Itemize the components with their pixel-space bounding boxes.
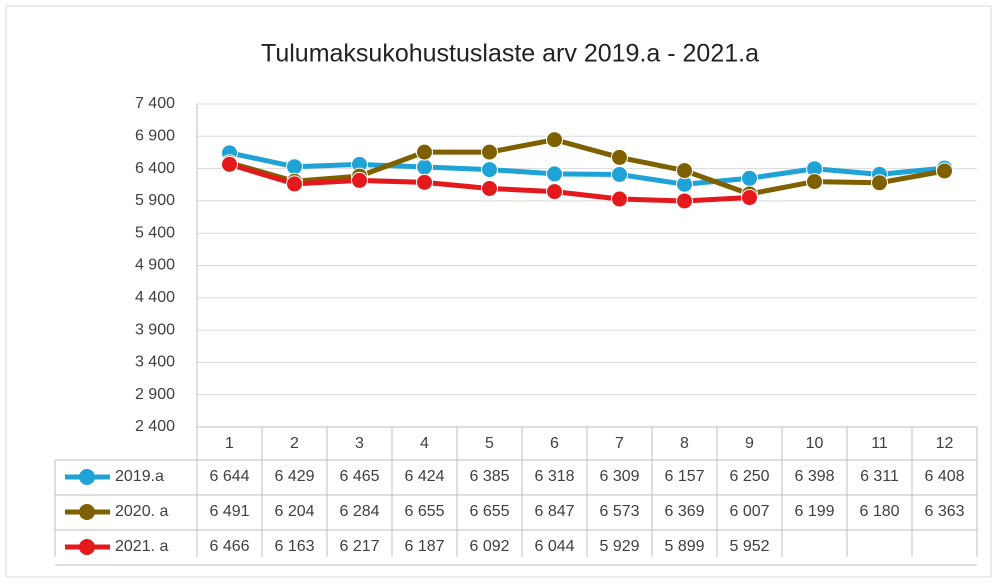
- data-point: [546, 131, 563, 149]
- data-point: [416, 158, 433, 176]
- data-point: [676, 162, 693, 180]
- data-point: [481, 179, 498, 197]
- table-value: 6 655: [404, 503, 444, 520]
- table-value: 6 187: [404, 538, 444, 555]
- table-value: 6 465: [339, 468, 379, 485]
- table-value: 6 163: [274, 538, 314, 555]
- y-tick-label: 6 900: [135, 128, 175, 145]
- data-point: [286, 175, 303, 193]
- y-tick-label: 2 900: [135, 386, 175, 403]
- x-tick-label: 3: [355, 435, 364, 452]
- y-tick-label: 4 400: [135, 289, 175, 306]
- table-value: 6 491: [209, 503, 249, 520]
- legend-label: 2019.a: [115, 468, 164, 485]
- table-value: 6 424: [404, 468, 444, 485]
- data-point: [481, 161, 498, 179]
- table-value: 5 952: [729, 538, 769, 555]
- table-value: 5 929: [599, 538, 639, 555]
- y-tick-label: 6 400: [135, 160, 175, 177]
- x-tick-label: 5: [485, 435, 494, 452]
- data-point: [416, 143, 433, 161]
- data-point: [221, 155, 238, 173]
- table-value: 6 044: [534, 538, 574, 555]
- x-tick-label: 8: [680, 435, 689, 452]
- data-point: [416, 173, 433, 191]
- table-value: 6 092: [469, 538, 509, 555]
- x-tick-label: 12: [936, 435, 954, 452]
- data-point: [546, 165, 563, 183]
- legend-label: 2021. a: [115, 538, 168, 555]
- legend-marker: [79, 469, 95, 485]
- x-tick-label: 7: [615, 435, 624, 452]
- data-point: [351, 171, 368, 189]
- x-tick-label: 10: [806, 435, 824, 452]
- y-tick-label: 3 400: [135, 354, 175, 371]
- table-value: 6 311: [860, 468, 899, 485]
- table-value: 6 180: [859, 503, 899, 520]
- y-tick-label: 2 400: [135, 418, 175, 435]
- table-value: 6 204: [274, 503, 314, 520]
- data-point: [741, 189, 758, 207]
- table-value: 6 408: [924, 468, 964, 485]
- table-value: 5 899: [664, 538, 704, 555]
- y-tick-label: 7 400: [135, 95, 175, 112]
- table-value: 6 199: [794, 503, 834, 520]
- table-value: 6 309: [599, 468, 639, 485]
- x-tick-label: 2: [290, 435, 299, 452]
- table-value: 6 363: [924, 503, 964, 520]
- table-value: 6 466: [209, 538, 249, 555]
- data-point: [871, 174, 888, 192]
- table-value: 6 429: [274, 468, 314, 485]
- x-tick-label: 4: [420, 435, 429, 452]
- legend-marker: [79, 539, 95, 555]
- y-tick-label: 5 400: [135, 224, 175, 241]
- data-point: [741, 169, 758, 187]
- chart-frame: [5, 5, 992, 578]
- x-tick-label: 11: [871, 435, 888, 452]
- data-point: [611, 165, 628, 183]
- data-point: [936, 162, 953, 180]
- table-value: 6 644: [209, 468, 249, 485]
- x-tick-label: 1: [225, 435, 234, 452]
- data-point: [806, 173, 823, 191]
- series-line: [228, 150, 945, 187]
- table-value: 6 385: [469, 468, 509, 485]
- series-line: [228, 137, 945, 197]
- data-point: [611, 148, 628, 166]
- data-point: [676, 192, 693, 210]
- data-point: [546, 183, 563, 201]
- data-point: [286, 158, 303, 176]
- x-tick-label: 6: [550, 435, 559, 452]
- table-value: 6 157: [664, 468, 704, 485]
- table-value: 6 318: [534, 468, 574, 485]
- table-value: 6 007: [729, 503, 769, 520]
- table-value: 6 250: [729, 468, 769, 485]
- y-tick-label: 4 900: [135, 257, 175, 274]
- table-value: 6 369: [664, 503, 704, 520]
- table-value: 6 655: [469, 503, 509, 520]
- x-tick-label: 9: [745, 435, 754, 452]
- table-value: 6 398: [794, 468, 834, 485]
- table-value: 6 573: [599, 503, 639, 520]
- table-value: 6 284: [339, 503, 379, 520]
- data-point: [481, 143, 498, 161]
- legend-label: 2020. a: [115, 503, 168, 520]
- data-point: [611, 190, 628, 208]
- table-value: 6 847: [534, 503, 574, 520]
- y-tick-label: 3 900: [135, 321, 175, 338]
- y-tick-label: 5 900: [135, 192, 175, 209]
- legend-marker: [79, 504, 95, 520]
- table-value: 6 217: [339, 538, 379, 555]
- chart-title: Tulumaksukohustuslaste arv 2019.a - 2021…: [261, 40, 759, 68]
